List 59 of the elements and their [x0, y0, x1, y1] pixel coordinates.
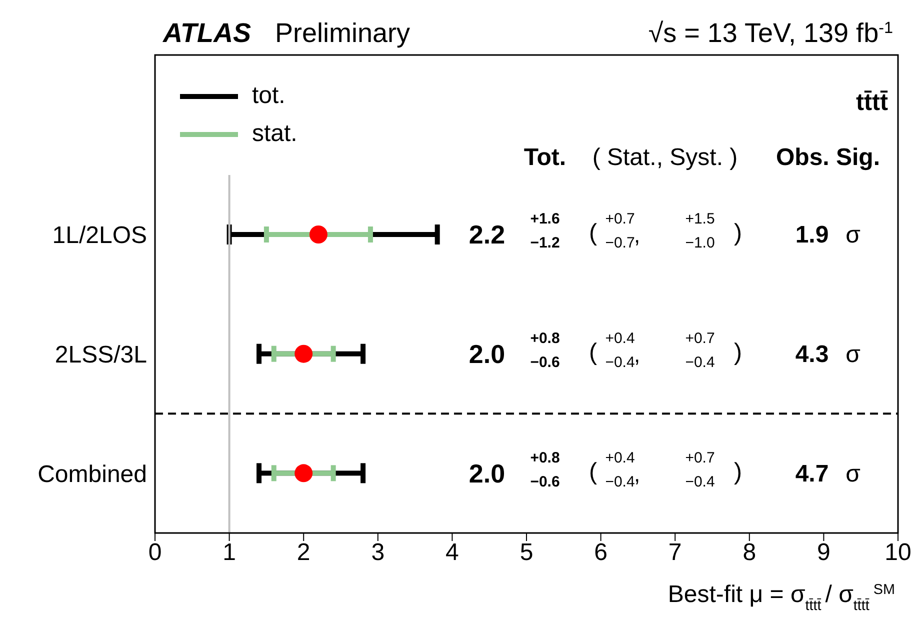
- x-tick-label: 9: [817, 539, 830, 566]
- annotation: −0.4: [685, 473, 715, 490]
- annotation: ): [734, 458, 742, 486]
- annotation: 4.7: [795, 460, 829, 488]
- x-tick-label: 2: [296, 539, 310, 566]
- annotation: −0.4: [605, 473, 635, 490]
- chart-title: ATLAS: [162, 18, 251, 48]
- annotation: +0.4: [605, 330, 635, 347]
- y-tick-label: 1L/2LOS: [52, 222, 147, 250]
- annotation: σ: [846, 222, 861, 249]
- x-tick-label: 7: [668, 539, 682, 566]
- annotation: ): [734, 339, 742, 366]
- x-tick-label: 1: [222, 539, 236, 566]
- annotation: +0.8: [530, 449, 560, 466]
- annotation: +0.8: [530, 330, 560, 347]
- annotation: −0.4: [685, 354, 715, 371]
- x-tick-label: 10: [884, 539, 912, 566]
- annotation: 2.2: [468, 220, 506, 250]
- text: Tot.: [524, 144, 566, 171]
- annotation: 2.0: [468, 458, 506, 488]
- annotation: ,: [634, 342, 640, 367]
- annotation: (: [589, 339, 597, 366]
- annotation: 1.9: [795, 222, 829, 249]
- annotation: 2.0: [468, 339, 506, 369]
- annotation: σ: [846, 341, 861, 368]
- y-tick-label: Combined: [38, 460, 147, 488]
- x-tick-label: 6: [594, 539, 608, 566]
- text: √s = 13 TeV, 139 fb$^{-1}$: [648, 18, 893, 48]
- annotation: −1.2: [530, 234, 560, 252]
- legend-label: tot.: [252, 82, 286, 110]
- x-tick-label: 5: [520, 539, 534, 566]
- annotation: −0.4: [605, 354, 635, 371]
- annotation: ,: [634, 222, 640, 248]
- annotation: −0.6: [530, 354, 560, 371]
- annotation: ): [734, 220, 742, 247]
- annotation: +1.5: [685, 210, 715, 228]
- annotation: (: [589, 220, 597, 247]
- annotation: σ: [846, 460, 861, 488]
- annotation: −0.7: [605, 234, 635, 252]
- text: ( Stat., Syst. ): [592, 144, 738, 171]
- annotation: ,: [634, 461, 640, 486]
- text: Obs. Sig.: [776, 144, 880, 171]
- x-tick-label: 4: [446, 539, 459, 566]
- annotation: (: [589, 458, 597, 486]
- y-tick-label: 2LSS/3L: [54, 342, 147, 369]
- annotation: +0.7: [605, 210, 635, 228]
- x-tick-label: 3: [371, 539, 385, 566]
- x-tick-label: 8: [742, 539, 756, 566]
- text: tt̄tt̄: [856, 89, 888, 116]
- annotation: +0.7: [685, 449, 715, 466]
- annotation: 4.3: [795, 341, 829, 368]
- annotation: −0.6: [530, 473, 560, 490]
- annotation: +1.6: [530, 210, 560, 228]
- x-tick-label: 0: [148, 539, 162, 566]
- annotation: +0.7: [685, 330, 715, 347]
- annotation: +0.4: [605, 449, 635, 466]
- annotation: −1.0: [685, 234, 715, 252]
- chart-subtitle: Preliminary: [275, 18, 411, 48]
- legend-label: stat.: [252, 120, 298, 148]
